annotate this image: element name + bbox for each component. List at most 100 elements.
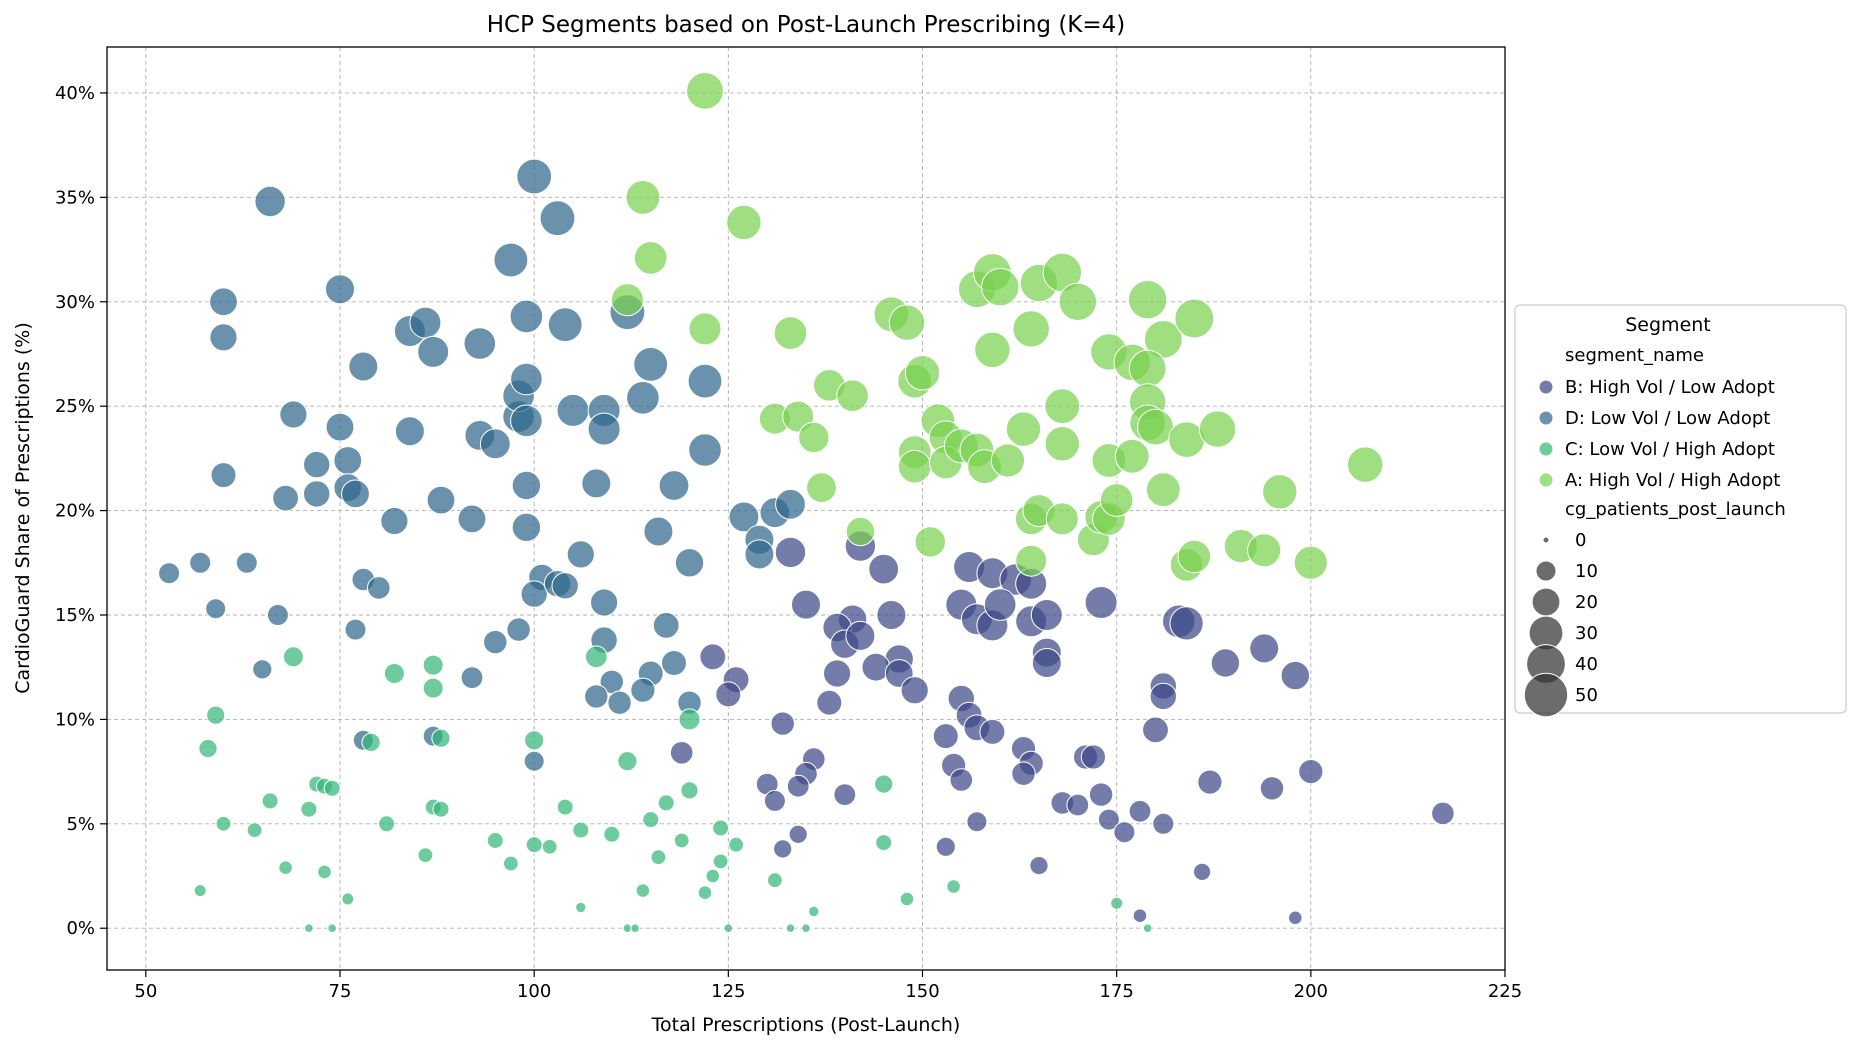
scatter-point	[1280, 660, 1311, 691]
scatter-point	[1142, 716, 1169, 744]
scatter-point	[673, 832, 690, 849]
scatter-point	[981, 267, 1020, 307]
scatter-point	[686, 72, 724, 110]
scatter-point	[551, 572, 579, 600]
legend-size-title: cg_patients_post_launch	[1565, 499, 1786, 520]
scatter-point	[607, 690, 632, 715]
scatter-point	[1137, 408, 1174, 446]
legend-size-marker	[1523, 672, 1569, 718]
scatter-point	[1431, 801, 1455, 826]
scatter-point	[904, 355, 941, 391]
scatter-point	[715, 681, 742, 708]
scatter-point	[678, 708, 701, 731]
x-tick-label: 200	[1294, 981, 1328, 1002]
scatter-point	[510, 404, 543, 438]
scatter-point	[510, 362, 543, 396]
scatter-point	[1198, 410, 1237, 448]
scatter-point	[1197, 769, 1223, 795]
scatter-point	[650, 849, 667, 866]
y-tick-label: 5%	[66, 814, 95, 835]
scatter-point	[1132, 908, 1148, 924]
scatter-point	[723, 923, 734, 934]
scatter-point	[836, 379, 869, 413]
scatter-point	[966, 811, 988, 833]
data-points	[158, 72, 1455, 934]
scatter-point	[1288, 910, 1303, 926]
scatter-point	[282, 646, 304, 668]
scatter-point	[158, 562, 181, 585]
scatter-point	[426, 485, 456, 515]
scatter-point	[808, 905, 820, 918]
x-tick-label: 150	[905, 981, 939, 1002]
scatter-point	[483, 629, 508, 655]
scatter-point	[728, 836, 744, 853]
scatter-point	[661, 650, 687, 676]
scatter-point	[833, 783, 857, 806]
scatter-point	[1128, 799, 1152, 823]
x-axis-ticks: 50 75 100 125 150 175 200 225	[134, 970, 1522, 1002]
scatter-point	[899, 891, 915, 907]
scatter-point	[1259, 776, 1285, 801]
scatter-point	[990, 443, 1026, 478]
scatter-point	[773, 839, 793, 859]
scatter-point	[806, 472, 837, 504]
scatter-point	[1058, 282, 1098, 321]
scatter-point	[556, 393, 590, 427]
scatter-point	[1045, 502, 1079, 536]
scatter-point	[266, 604, 289, 626]
scatter-point	[791, 589, 821, 620]
scatter-point	[1193, 862, 1212, 882]
scatter-point	[279, 400, 308, 429]
scatter-point	[617, 751, 638, 772]
scatter-point	[900, 676, 929, 705]
scatter-point	[300, 800, 318, 818]
legend-hue-title: segment_name	[1565, 345, 1704, 366]
legend-title: Segment	[1625, 314, 1711, 336]
scatter-point	[1247, 533, 1282, 568]
legend-size-marker	[1535, 560, 1557, 582]
scatter-point	[1177, 539, 1212, 574]
scatter-point	[1088, 782, 1114, 807]
scatter-point	[642, 811, 660, 829]
scatter-point	[635, 883, 651, 898]
scatter-point	[1084, 586, 1118, 619]
scatter-point	[897, 449, 932, 484]
scatter-point	[726, 204, 762, 241]
scatter-point	[235, 551, 258, 574]
scatter-point	[380, 506, 409, 536]
scatter-point	[1298, 759, 1324, 785]
scatter-point	[215, 815, 232, 832]
scatter-point	[845, 516, 876, 547]
scatter-point	[1097, 808, 1120, 831]
scatter-point	[189, 551, 212, 574]
legend-size-label: 20	[1575, 592, 1598, 613]
plot-frame	[106, 46, 1506, 971]
scatter-point	[823, 659, 852, 688]
scatter-point	[509, 299, 544, 334]
scatter-point	[1293, 545, 1328, 580]
scatter-point	[511, 470, 542, 501]
scatter-point	[1142, 923, 1153, 934]
scatter-point	[770, 711, 795, 736]
legend-series-marker	[1538, 441, 1554, 457]
legend-series-marker	[1538, 410, 1554, 426]
scatter-point	[697, 885, 713, 901]
scatter-point	[914, 526, 946, 558]
scatter-point	[1145, 472, 1181, 508]
scatter-point	[932, 723, 959, 750]
scatter-point	[1174, 298, 1215, 339]
scatter-point	[1149, 682, 1178, 711]
scatter-point	[209, 287, 238, 317]
scatter-point	[590, 588, 619, 617]
scatter-point	[633, 241, 668, 275]
scatter-point	[728, 501, 760, 533]
scatter-point	[556, 798, 574, 816]
scatter-point	[974, 331, 1011, 368]
scatter-point	[868, 553, 900, 585]
scatter-point	[209, 323, 238, 352]
scatter-point	[341, 892, 355, 906]
scatter-point	[1029, 856, 1049, 876]
scatter-point	[1031, 648, 1062, 678]
scatter-point	[680, 781, 699, 800]
